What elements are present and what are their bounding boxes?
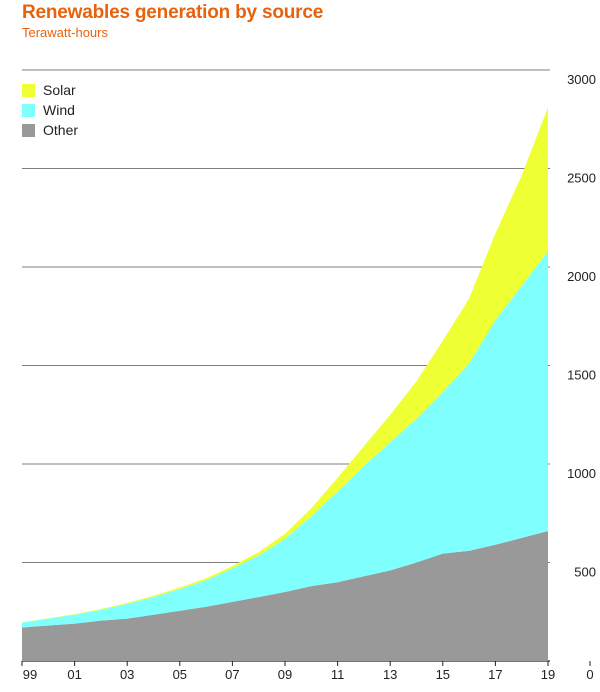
legend-swatch <box>22 103 35 117</box>
y-tick-label: 2500 <box>567 171 596 186</box>
x-tick-label: 05 <box>173 667 187 682</box>
x-tick-label: 13 <box>383 667 397 682</box>
legend-label: Solar <box>43 82 76 98</box>
area-other <box>22 531 548 661</box>
legend-item-wind: Wind <box>22 100 78 120</box>
legend-label: Wind <box>43 102 75 118</box>
x-tick-label: 07 <box>225 667 239 682</box>
chart-subtitle: Terawatt-hours <box>22 25 108 40</box>
legend-item-solar: Solar <box>22 80 78 100</box>
y-tick-label: 3000 <box>567 72 596 87</box>
x-tick-label: 11 <box>331 667 345 682</box>
area-wind <box>22 251 548 628</box>
legend-item-other: Other <box>22 120 78 140</box>
y-tick-label: 500 <box>574 565 596 580</box>
x-tick-label: 17 <box>488 667 502 682</box>
area-solar <box>22 107 548 623</box>
x-tick-label: 01 <box>67 667 81 682</box>
x-tick-label: 0 <box>586 667 593 682</box>
chart-title: Renewables generation by source <box>22 2 324 23</box>
legend-swatch <box>22 83 35 97</box>
y-tick-label: 2000 <box>567 269 596 284</box>
x-tick-label: 19 <box>541 667 555 682</box>
legend-label: Other <box>43 122 79 138</box>
legend: Solar Wind Other <box>22 80 78 140</box>
x-axis-ticks: 99 01 03 05 07 09 11 13 15 17 19 0 <box>21 661 594 682</box>
x-tick-label: 09 <box>278 667 292 682</box>
legend-swatch <box>22 123 35 137</box>
stacked-areas <box>22 107 548 661</box>
y-tick-label: 1500 <box>567 368 596 383</box>
x-tick-label: 03 <box>120 667 134 682</box>
y-axis-ticks: 500 1000 1500 2000 2500 3000 <box>567 72 596 580</box>
x-tick-label: 99 <box>23 667 37 682</box>
y-tick-label: 1000 <box>567 466 596 481</box>
x-tick-label: 15 <box>436 667 450 682</box>
